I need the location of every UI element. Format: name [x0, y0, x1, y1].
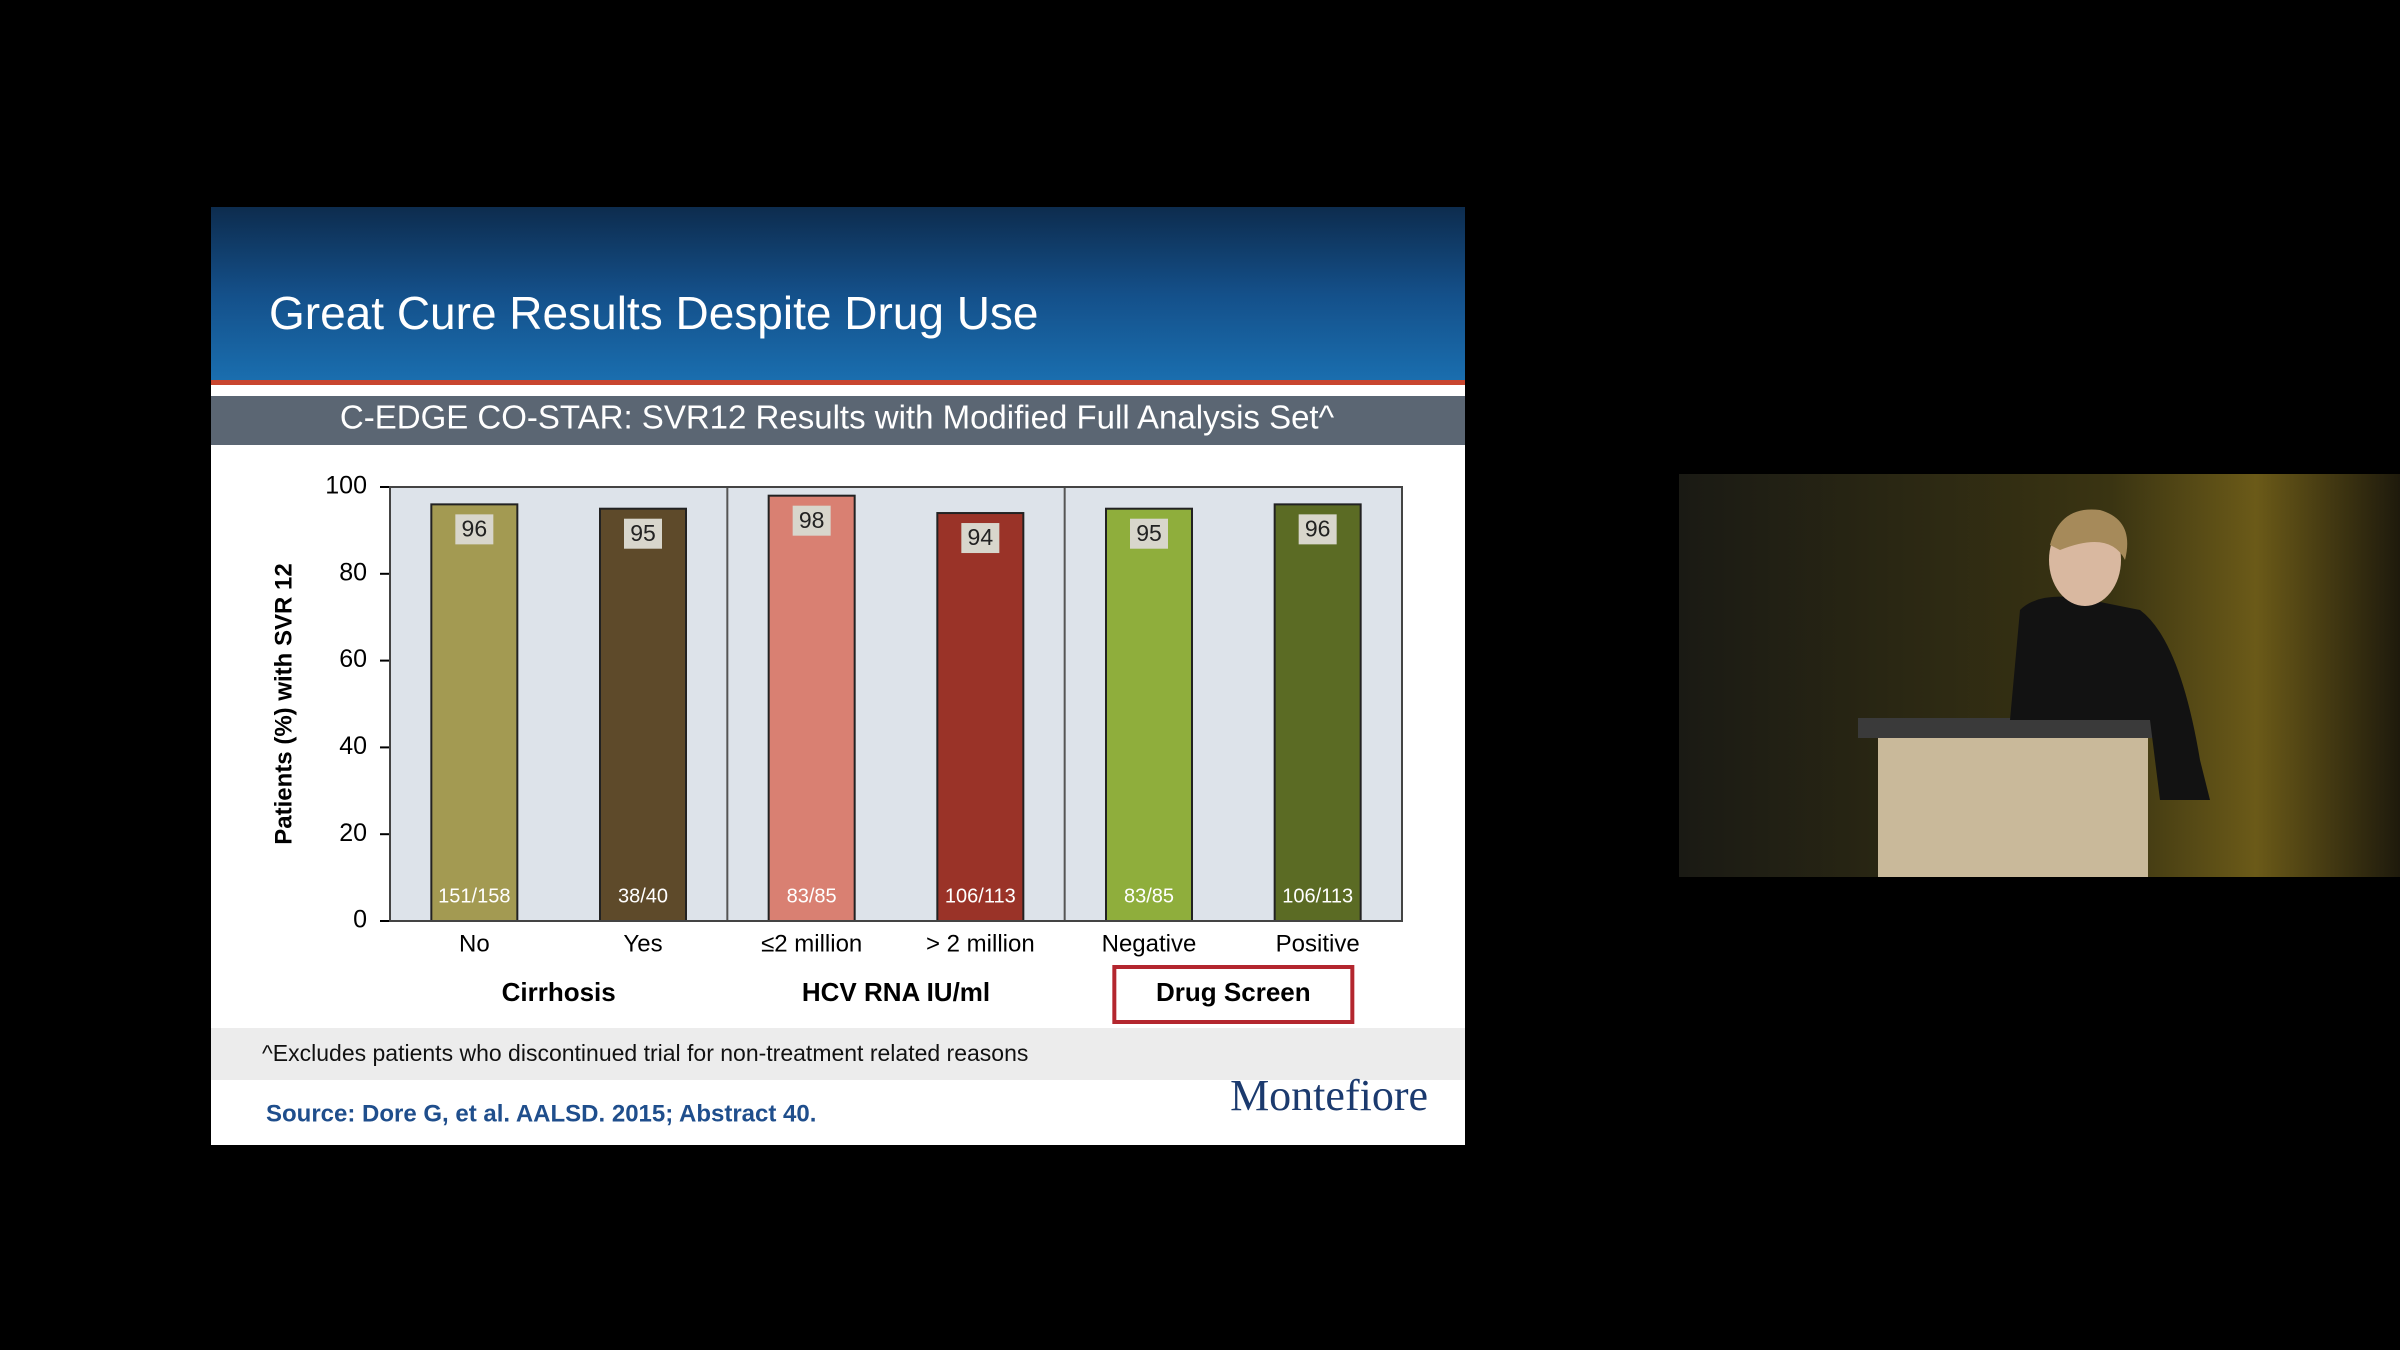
value-label-box: [961, 523, 1000, 554]
highlight-box: [1112, 965, 1355, 1024]
slide-title: Great Cure Results Despite Drug Use: [269, 287, 1039, 339]
n-label: 151/158: [438, 885, 510, 907]
value-label-box: [1130, 518, 1168, 549]
value-label: 98: [799, 507, 825, 533]
group-label: HCV RNA IU/ml: [802, 977, 990, 1007]
bar: [1273, 503, 1362, 922]
bar: [767, 494, 856, 922]
x-tick-label: > 2 million: [926, 930, 1035, 957]
x-tick-label: No: [459, 930, 490, 957]
bar: [936, 512, 1025, 922]
bar: [1105, 507, 1193, 922]
y-tick-label: 100: [325, 472, 367, 500]
x-tick-label: Positive: [1276, 930, 1360, 957]
n-label: 38/40: [618, 885, 668, 907]
speaker-body: [2010, 596, 2210, 800]
subtitle: C-EDGE CO-STAR: SVR12 Results with Modif…: [340, 399, 1335, 436]
y-axis-label: Patients (%) with SVR 12: [270, 563, 297, 844]
plot-border: [389, 486, 1403, 922]
source: Source: Dore G, et al. AALSD. 2015; Abst…: [266, 1100, 816, 1127]
value-label: 96: [1305, 515, 1331, 541]
bar: [599, 507, 687, 922]
x-tick-label: ≤2 million: [761, 930, 862, 957]
y-tick-label: 0: [353, 906, 367, 934]
x-tick-label: Yes: [623, 930, 662, 957]
plot-area: [390, 487, 1402, 921]
n-label: 106/113: [1282, 885, 1353, 907]
y-tick-label: 40: [339, 732, 367, 760]
bar: [430, 503, 519, 922]
footnote: ^Excludes patients who discontinued tria…: [262, 1040, 1028, 1066]
value-label-box: [792, 505, 831, 536]
value-label-box: [1298, 514, 1337, 545]
value-label: 95: [1136, 520, 1162, 546]
y-tick-label: 20: [339, 819, 367, 847]
value-label-box: [624, 518, 662, 549]
n-label: 106/113: [945, 885, 1016, 907]
value-label: 95: [630, 520, 656, 546]
speaker-video: [1679, 474, 2400, 877]
value-label-box: [455, 514, 494, 545]
y-tick-label: 60: [339, 645, 367, 673]
podium-top: [1858, 718, 2168, 738]
y-tick-label: 80: [339, 558, 367, 586]
value-label: 94: [968, 524, 994, 550]
podium: [1878, 735, 2148, 877]
footnote-band: [211, 1028, 1465, 1080]
group-label: Drug Screen: [1156, 977, 1311, 1007]
value-label: 96: [462, 515, 488, 541]
logo: Montefiore: [1230, 1071, 1428, 1120]
x-tick-label: Negative: [1102, 930, 1197, 957]
slide-header: [211, 207, 1465, 383]
subtitle-bar: [211, 396, 1465, 445]
n-label: 83/85: [1124, 885, 1174, 907]
group-label: Cirrhosis: [502, 977, 616, 1007]
header-rule: [211, 380, 1465, 385]
speaker-hair: [2050, 509, 2128, 560]
n-label: 83/85: [787, 885, 837, 907]
